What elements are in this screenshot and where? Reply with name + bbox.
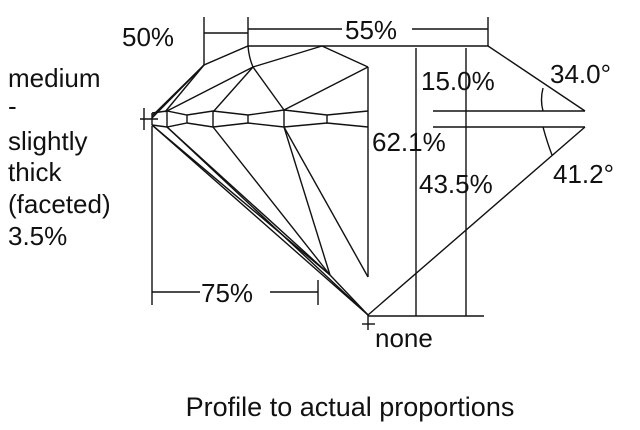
table-label: 55% [345,15,397,45]
girdle-label-line: thick [8,157,62,187]
girdle-label-line: slightly [8,126,87,156]
crown-height-label: 15.0% [421,66,495,96]
girdle-label-line: 3.5% [8,221,67,251]
girdle-label-line: - [8,91,17,121]
girdle-label-line: medium [8,63,100,93]
culet-label: none [375,323,433,353]
dimension-lines [151,17,489,317]
crown-angle-label: 34.0° [550,59,611,89]
total-depth-label: 62.1% [372,127,446,157]
girdle-label: medium - slightly thick (faceted) 3.5% [8,63,111,251]
lower-half-label: 75% [201,278,253,308]
diamond-outline [140,45,586,330]
crown-length-label: 50% [122,22,174,52]
caption: Profile to actual proportions [186,392,515,422]
pavilion-depth-label: 43.5% [419,169,493,199]
pavilion-angle-label: 41.2° [553,159,614,189]
girdle-label-line: (faceted) [8,189,111,219]
